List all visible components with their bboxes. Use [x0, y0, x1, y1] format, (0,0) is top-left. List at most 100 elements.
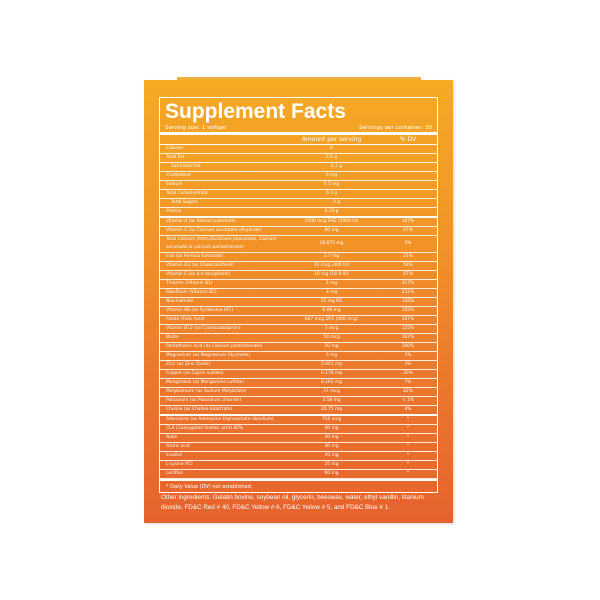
- table-header: Amount per serving % DV: [160, 135, 437, 145]
- table-row: Thiamin (Vitamin B1) 5 mg 417%: [160, 280, 437, 289]
- nutrient-amount: 60 mg: [324, 228, 339, 233]
- table-row: Vitamin E (as d-α tocopherol) 10 mg (14.9…: [160, 271, 437, 280]
- nutrient-dv: *: [406, 462, 410, 467]
- nutrient-dv: [379, 190, 437, 198]
- table-row: Biotin 50 mcg 167%: [160, 334, 437, 343]
- nutrient-dv: [379, 145, 437, 153]
- servings-per-container: Servings per container: 30: [359, 125, 432, 131]
- table-row: Vitamin B12 (as Cyanocobalamin) 3 mcg 125%: [160, 325, 437, 334]
- table-row: Calories 6: [160, 145, 437, 154]
- table-row: Copper (as Cupric sulfate) 0.178 mg 20%: [160, 370, 437, 379]
- nutrient-table: Calories 6 Total Fat 0.5 g Saturated Fat 0.1 …: [160, 145, 437, 479]
- nutrient-name: Vitamin D3 (as Cholecalciferol): [166, 263, 234, 268]
- table-row: Saturated Fat 0.1 g: [160, 163, 437, 172]
- table-row: Cholesterol 0 mg: [160, 172, 437, 181]
- nutrient-amount: 0.178 mg: [320, 371, 343, 376]
- nutrient-amount: 20 mg: [324, 435, 339, 440]
- nutrient-amount: 3.7 mg: [323, 254, 340, 259]
- nutrient-dv: [384, 163, 437, 171]
- nutrient-name: Vitamin C (as Calcium ascorbate dihydrat…: [166, 228, 262, 233]
- nutrient-name: Total Fat: [166, 155, 185, 160]
- nutrient-dv: *: [406, 471, 410, 476]
- nutrient-dv: 1%: [404, 353, 412, 358]
- nutrient-amount: 10 mcg (400 IU): [313, 263, 350, 268]
- table-row: Potassium (as Potassium chloride) 3.58 mg…: [160, 397, 437, 406]
- table-row: Molybdenum (as Sodium Molybdate) 37 mcg 82…: [160, 388, 437, 397]
- nutrient-dv: 156%: [401, 299, 415, 304]
- nutrient-name: Vitamin A (as Retinol palmitate): [166, 219, 237, 224]
- nutrient-amount: 10 mg (14.9 IU): [314, 272, 349, 277]
- table-row: CLA (Conjugated linoleic acid) 80% 40 mg *: [160, 425, 437, 434]
- nutrient-name: Niacinamide: [166, 299, 194, 304]
- nutrient-name: Rutin: [166, 435, 178, 440]
- nutrient-dv: 50%: [403, 263, 413, 268]
- nutrient-dv: 20%: [403, 371, 413, 376]
- nutrient-dv: 1%: [404, 241, 412, 246]
- nutrient-dv: 167%: [401, 335, 415, 340]
- box-top-flap: [177, 77, 421, 81]
- nutrient-name: Calories: [166, 146, 184, 151]
- nutrient-amount: 60 mg: [324, 471, 339, 476]
- nutrient-name: Vitamin E (as d-α tocopherol): [166, 272, 231, 277]
- nutrient-dv: *: [406, 435, 410, 440]
- table-row: Niacinamide 25 mg NE 156%: [160, 298, 437, 307]
- nutrient-dv: *: [406, 426, 410, 431]
- nutrient-amount: 0.5 g: [325, 155, 338, 160]
- nutrient-name: Zinc (as Zinc Oxide): [166, 362, 211, 367]
- serving-size: Serving size: 1 softgel: [165, 125, 226, 131]
- nutrient-dv: 82%: [403, 389, 413, 394]
- dv-header: % DV: [399, 136, 417, 143]
- nutrient-name: Potassium (as Potassium chloride): [166, 398, 242, 403]
- nutrient-amount: 20.75 mg: [320, 407, 343, 412]
- table-row: Rutin 20 mg *: [160, 434, 437, 443]
- table-row: Total Carbohydrate 0.3 g: [160, 190, 437, 199]
- nutrient-name: Cholesterol: [166, 173, 191, 178]
- table-row: Protein 0.15 g: [160, 208, 437, 218]
- table-row: Vitamin D3 (as Cholecalciferol) 10 mcg (4…: [160, 262, 437, 271]
- supplement-facts-panel: Supplement Facts Serving size: 1 softgel…: [159, 97, 438, 493]
- nutrient-name: Lecithin: [166, 471, 184, 476]
- nutrient-amount: 0.162 mg: [320, 380, 343, 385]
- nutrient-dv: 21%: [403, 254, 413, 259]
- other-ingredients: Other ingredients: Gelatin bovine, soybe…: [161, 494, 424, 511]
- nutrient-amount: 37 mcg: [323, 389, 340, 394]
- nutrient-dv: 67%: [403, 272, 413, 277]
- nutrient-amount: 25 mg: [324, 462, 339, 467]
- nutrient-name: Molybdenum (as Sodium Molybdate): [166, 389, 247, 394]
- nutrient-amount: 3.58 mg: [322, 398, 341, 403]
- nutrient-dv: [384, 199, 437, 207]
- nutrient-name: Folate (Folic Acid): [166, 317, 205, 322]
- nutrient-name: Adenosine (as Adenosine triphosphate dis…: [166, 417, 274, 422]
- nutrient-amount: 750 mcg: [321, 417, 342, 422]
- nutrient-amount: 40 mg: [324, 426, 339, 431]
- nutrient-name: Manganese (as Manganese sulfate): [166, 380, 244, 385]
- nutrient-amount: 6.08 mg: [322, 308, 341, 313]
- nutrient-dv: [379, 172, 437, 180]
- nutrient-amount: 0.15 g: [324, 209, 339, 214]
- nutrient-name: Copper (as Cupric sulfate): [166, 371, 224, 376]
- table-row: Adenosine (as Adenosine triphosphate dis…: [160, 416, 437, 425]
- nutrient-amount: 3 mcg: [324, 326, 339, 331]
- nutrient-dv: 7%: [404, 380, 412, 385]
- table-row: Total Fat 0.5 g: [160, 154, 437, 163]
- nutrient-name: Riboflavin (Vitamin B2): [166, 290, 217, 295]
- thick-divider: [160, 132, 437, 135]
- nutrient-name: Pantothenic acid (as Calcium pantothenat…: [166, 344, 263, 349]
- nutrient-name: Vitamin B12 (as Cyanocobalamin): [166, 326, 241, 331]
- nutrient-amount: 18.875 mg: [319, 241, 344, 246]
- nutrient-amount: 667 mcg DFE (400 mcg): [304, 317, 359, 322]
- footnote: * Daily Value (DV) not established.: [160, 479, 437, 493]
- table-row: Total Calcium (from Dicalcium phosphate,…: [160, 236, 437, 253]
- nutrient-amount: 0.5 mg: [323, 182, 340, 187]
- nutrient-amount: 6: [330, 146, 333, 151]
- nutrient-name: Magnesium (as Magnesium Glycinate): [166, 353, 250, 358]
- table-row: Vitamin A (as Retinol palmitate) 1500 mcg…: [160, 218, 437, 227]
- table-row: Vitamin B6 (as Pyridoxine HCl) 6.08 mg 358…: [160, 307, 437, 316]
- nutrient-dv: 167%: [401, 219, 415, 224]
- nutrient-amount: 20 mg: [324, 453, 339, 458]
- nutrient-dv: [379, 208, 437, 216]
- nutrient-amount: 1500 mcg RAE (5000 IU): [304, 219, 359, 224]
- table-row: L-Lysine HCl 25 mg *: [160, 461, 437, 470]
- nutrient-name: Iron (as Ferrous fumarate): [166, 254, 224, 259]
- nutrient-name: Saturated Fat: [171, 164, 201, 169]
